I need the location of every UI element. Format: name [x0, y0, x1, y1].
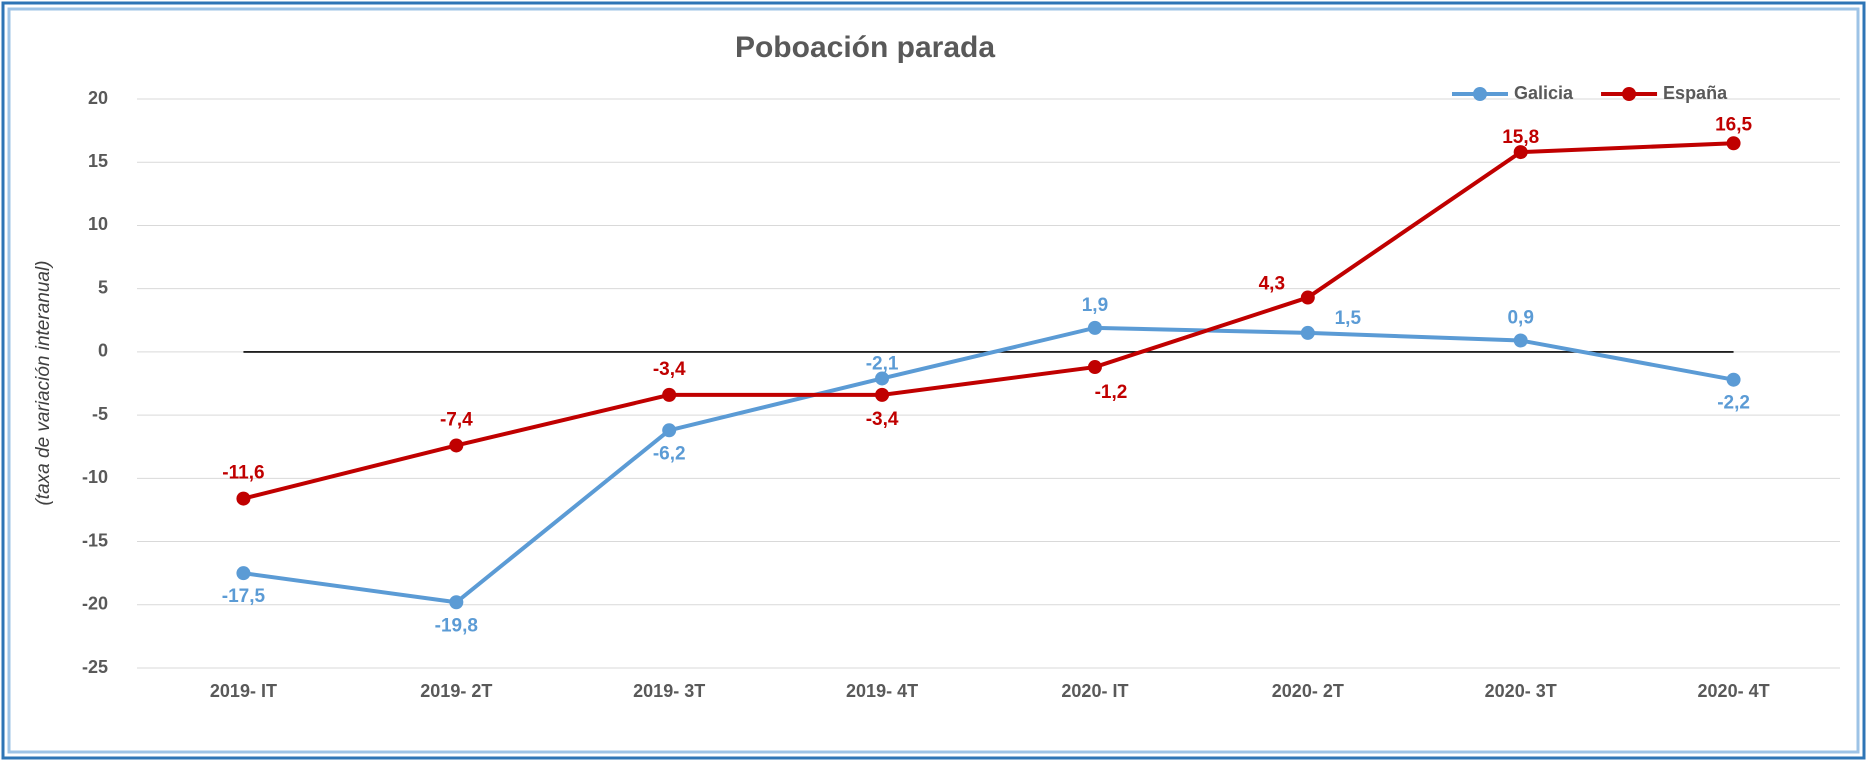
- y-tick-label: -20: [82, 594, 108, 614]
- data-point: [1726, 372, 1741, 387]
- data-label: 1,9: [1082, 295, 1108, 316]
- data-label: -6,2: [653, 443, 686, 464]
- y-tick-label: 5: [98, 277, 108, 297]
- data-point: [1513, 145, 1528, 160]
- frame-inner: [7, 7, 1860, 754]
- data-point: [875, 387, 890, 402]
- data-point: [1300, 325, 1315, 340]
- data-point: [875, 371, 890, 386]
- data-label: -2,1: [866, 353, 899, 374]
- data-point: [1087, 320, 1102, 335]
- y-tick-label: -25: [82, 657, 108, 677]
- y-tick-label: 15: [88, 151, 108, 171]
- data-point: [662, 387, 677, 402]
- series-line: [243, 325, 1734, 605]
- data-label: 16,5: [1715, 114, 1752, 135]
- data-label: 15,8: [1502, 127, 1539, 148]
- data-label: -19,8: [435, 615, 478, 636]
- legend-marker: [1622, 87, 1637, 101]
- legend-label: España: [1663, 83, 1728, 103]
- x-tick-label: 2019- 3T: [633, 681, 705, 701]
- legend-label: Galicia: [1514, 83, 1574, 103]
- data-label: -17,5: [222, 586, 266, 607]
- data-point: [662, 423, 677, 438]
- x-tick-label: 2019- 4T: [846, 681, 918, 701]
- data-point: [236, 491, 251, 506]
- data-point: [1087, 360, 1102, 375]
- data-label: 1,5: [1335, 308, 1362, 329]
- data-label: -2,2: [1717, 393, 1750, 414]
- x-tick-label: 2020- 3T: [1485, 681, 1557, 701]
- y-tick-label: 20: [88, 88, 108, 108]
- x-tick-label: 2020- 2T: [1272, 681, 1344, 701]
- series-line: [242, 141, 1734, 501]
- chart-title: Poboación parada: [735, 31, 995, 64]
- data-label: -11,6: [222, 463, 264, 484]
- data-point: [236, 566, 251, 581]
- data-label: -3,4: [866, 409, 899, 430]
- x-tick-label: 2019- IT: [210, 681, 277, 701]
- y-tick-label: -10: [82, 467, 108, 487]
- data-label: -1,2: [1095, 382, 1128, 403]
- y-tick-label: 0: [98, 341, 108, 361]
- legend-marker: [1473, 87, 1487, 101]
- data-label: 4,3: [1259, 274, 1285, 295]
- x-tick-label: 2019- 2T: [420, 681, 492, 701]
- data-point: [1726, 136, 1741, 151]
- x-tick-label: 2020- IT: [1061, 681, 1128, 701]
- data-point: [449, 595, 464, 610]
- data-label: -7,4: [440, 409, 473, 430]
- data-point: [449, 438, 464, 453]
- data-point: [1300, 290, 1315, 305]
- y-tick-label: -5: [92, 404, 108, 424]
- x-tick-label: 2020- 4T: [1698, 681, 1770, 701]
- y-tick-label: 10: [88, 214, 108, 234]
- data-point: [1513, 333, 1528, 348]
- data-label: -3,4: [653, 359, 686, 380]
- y-tick-label: -15: [82, 530, 108, 550]
- y-axis-label: (taxa de variación interanual): [33, 260, 54, 505]
- data-label: 0,9: [1507, 308, 1533, 329]
